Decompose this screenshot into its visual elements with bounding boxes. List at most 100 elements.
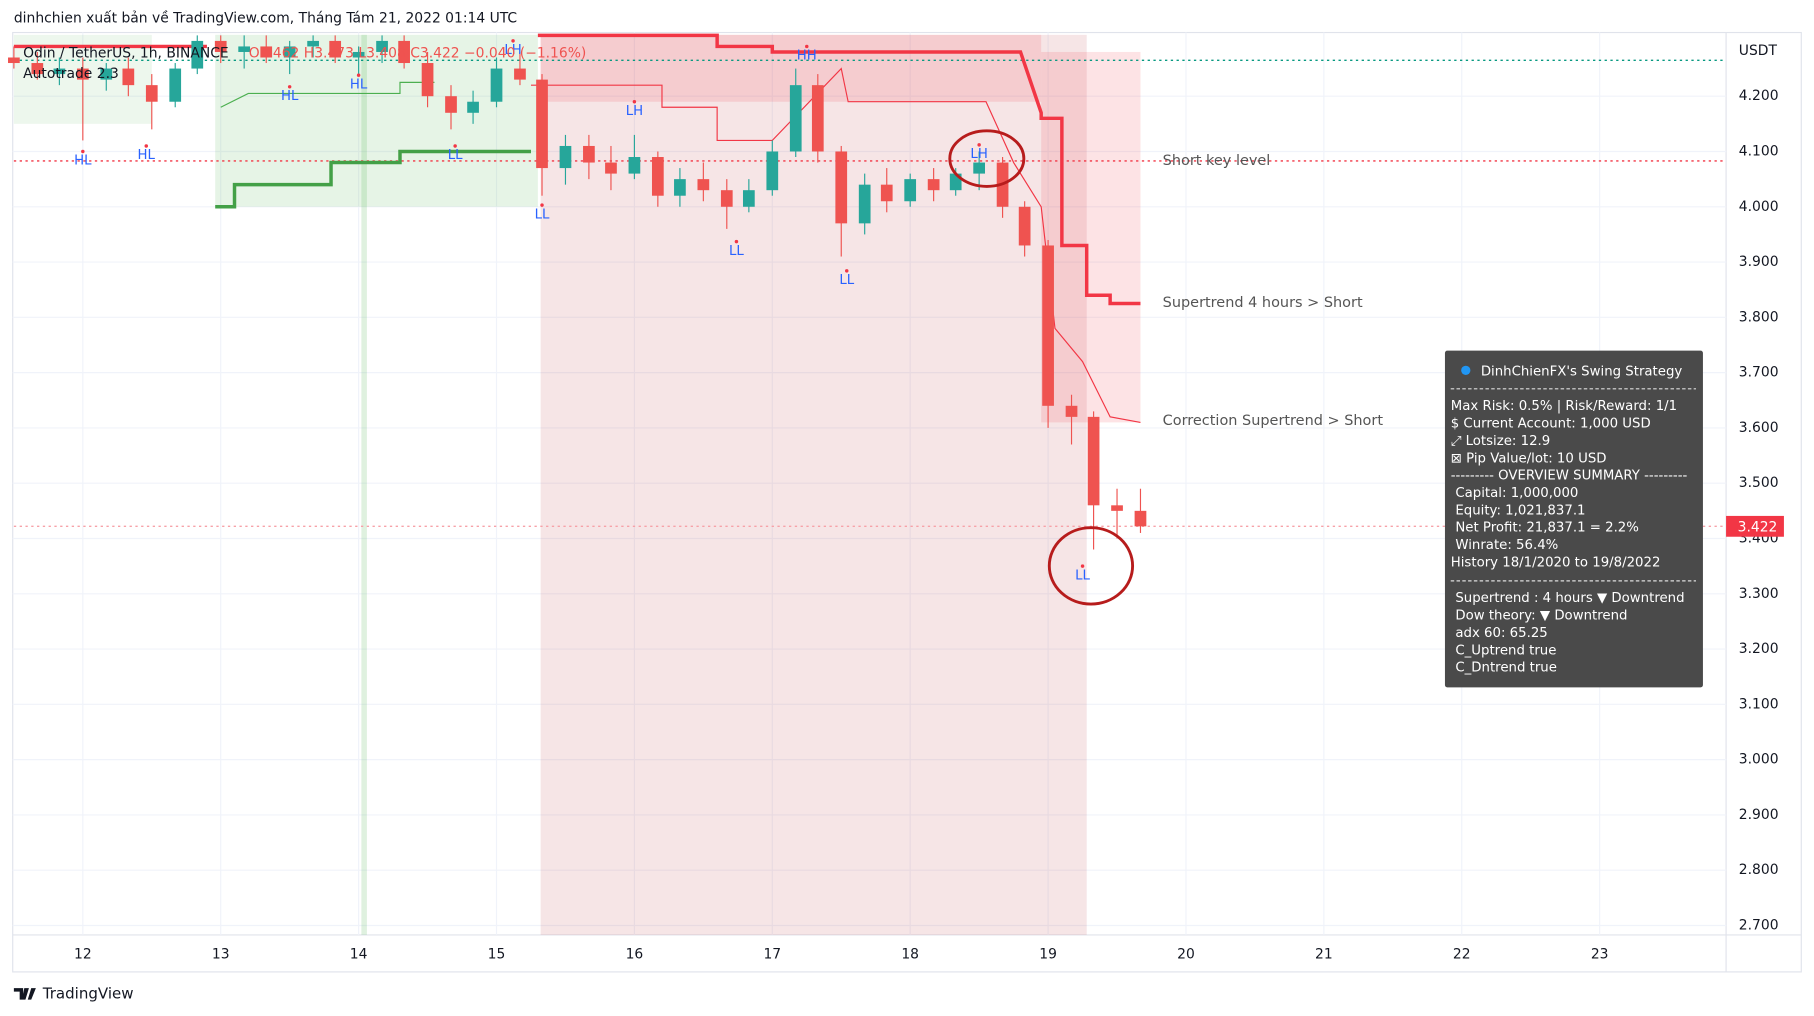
highlight-circle — [948, 129, 1026, 188]
candle-body — [329, 40, 342, 58]
candle-body — [100, 68, 113, 80]
candle-body — [858, 184, 871, 224]
candle-body — [904, 179, 917, 202]
footer: TradingView — [13, 984, 134, 1002]
candle-body — [1018, 206, 1031, 246]
info-title: DinhChienFX's Swing Strategy — [1481, 364, 1683, 379]
symbol: Odin / TetherUS, 1h, BINANCE — [23, 45, 229, 61]
candle-body — [973, 162, 985, 174]
candle-body — [398, 40, 410, 64]
candle-body — [8, 57, 20, 64]
price-tag-label: 3.422 — [1738, 519, 1778, 535]
info-box: DinhChienFX's Swing Strategy Max Risk: 0… — [1444, 350, 1703, 688]
pivot-point — [287, 85, 292, 89]
candle-body — [811, 85, 824, 152]
candle-body — [789, 85, 802, 152]
price-tag — [1726, 515, 1784, 537]
info-line: C_Dntrend true — [1455, 661, 1557, 676]
y-tick-label: 3.500 — [1739, 475, 1779, 491]
candle-body — [1134, 510, 1147, 527]
candle-body — [191, 40, 204, 69]
candle-body — [880, 184, 893, 202]
y-tick-label: 3.700 — [1739, 365, 1779, 381]
y-tick-label: 4.100 — [1739, 143, 1779, 159]
pivot-label: LL — [448, 148, 463, 163]
y-tick-label: 3.600 — [1739, 420, 1779, 436]
candle-body — [283, 46, 296, 58]
candle-body — [260, 46, 273, 58]
pivot-point — [734, 239, 739, 244]
pivot-point — [144, 144, 148, 148]
candle-body — [651, 157, 664, 196]
candle-body — [1042, 245, 1054, 406]
x-tick-label: 15 — [488, 947, 506, 963]
pivot-point — [845, 269, 849, 273]
ohlc: O3.462 H3.473 L3.408 C3.422 −0.040 (−1.1… — [249, 45, 587, 61]
chart-frame — [12, 31, 1802, 973]
info-line: History 18/1/2020 to 19/8/2022 — [1451, 555, 1661, 570]
shaded-region — [361, 34, 367, 935]
pivot-label: LL — [729, 244, 744, 259]
pivot-point — [453, 144, 457, 148]
y-tick-label: 4.200 — [1739, 88, 1779, 104]
candle-body — [605, 162, 617, 174]
candle-body — [376, 40, 388, 52]
annotation: Short key level — [1163, 153, 1271, 169]
x-tick-label: 16 — [626, 947, 644, 963]
pivot-label: HL — [350, 77, 368, 92]
candle-body — [536, 79, 548, 169]
info-line: C_Uptrend true — [1455, 643, 1556, 658]
candle-body — [445, 96, 457, 113]
pivot-label: LL — [839, 273, 854, 288]
info-line: ⊠ Pip Value/lot: 10 USD — [1451, 451, 1607, 466]
y-tick-label: 3.900 — [1739, 254, 1779, 270]
y-tick-label: 2.900 — [1739, 807, 1779, 823]
candle-body — [238, 46, 251, 52]
candle-body — [559, 145, 572, 169]
x-tick-label: 23 — [1591, 947, 1609, 963]
y-tick-label: 3.300 — [1739, 586, 1779, 602]
candle-body — [145, 85, 158, 102]
info-line: Winrate: 56.4% — [1455, 538, 1558, 553]
candle-body — [1065, 405, 1078, 417]
pivot-point — [540, 203, 544, 207]
y-tick-label: 4.000 — [1739, 199, 1779, 215]
x-tick-label: 22 — [1453, 947, 1471, 963]
candle-body — [307, 40, 319, 47]
info-line: Capital: 1,000,000 — [1455, 486, 1578, 501]
info-line: adx 60: 65.25 — [1455, 626, 1547, 641]
candle-body — [720, 190, 733, 207]
y-tick-label: 3.200 — [1739, 641, 1779, 657]
x-tick-label: 13 — [212, 947, 230, 963]
pivot-point — [511, 39, 515, 43]
candle-body — [628, 157, 641, 174]
pivot-label: LL — [1075, 568, 1090, 583]
brand: TradingView — [42, 984, 134, 1002]
indicator-line — [537, 33, 1141, 306]
indicator-name: Autotrade 2.3 — [23, 66, 119, 82]
candle-body — [949, 173, 962, 191]
candle-body — [1111, 505, 1123, 511]
y-tick-label: 2.700 — [1739, 917, 1779, 933]
pin-icon — [1461, 365, 1471, 375]
candle-body — [169, 68, 182, 102]
pivot-point — [81, 149, 85, 154]
info-line: $ Current Account: 1,000 USD — [1451, 417, 1651, 432]
x-tick-label: 20 — [1177, 947, 1195, 963]
candle-body — [674, 179, 686, 196]
plot-layer — [8, 32, 1727, 935]
pivot-point — [1080, 564, 1085, 568]
candle-body — [697, 179, 710, 191]
info-line: Dow theory: ▼ Downtrend — [1455, 609, 1627, 624]
info-line: Max Risk: 0.5% | Risk/Reward: 1/1 — [1451, 399, 1677, 414]
info-line: Equity: 1,021,837.1 — [1455, 503, 1585, 518]
info-line: Net Profit: 21,837.1 = 2.2% — [1455, 521, 1639, 536]
candle-body — [766, 151, 779, 191]
highlight-circle — [1047, 526, 1135, 606]
candle-body — [927, 179, 940, 191]
pivot-label: HL — [281, 89, 299, 104]
y-tick-label: 2.800 — [1739, 862, 1779, 878]
pivot-point — [805, 44, 809, 49]
pivot-label: LH — [626, 104, 643, 119]
